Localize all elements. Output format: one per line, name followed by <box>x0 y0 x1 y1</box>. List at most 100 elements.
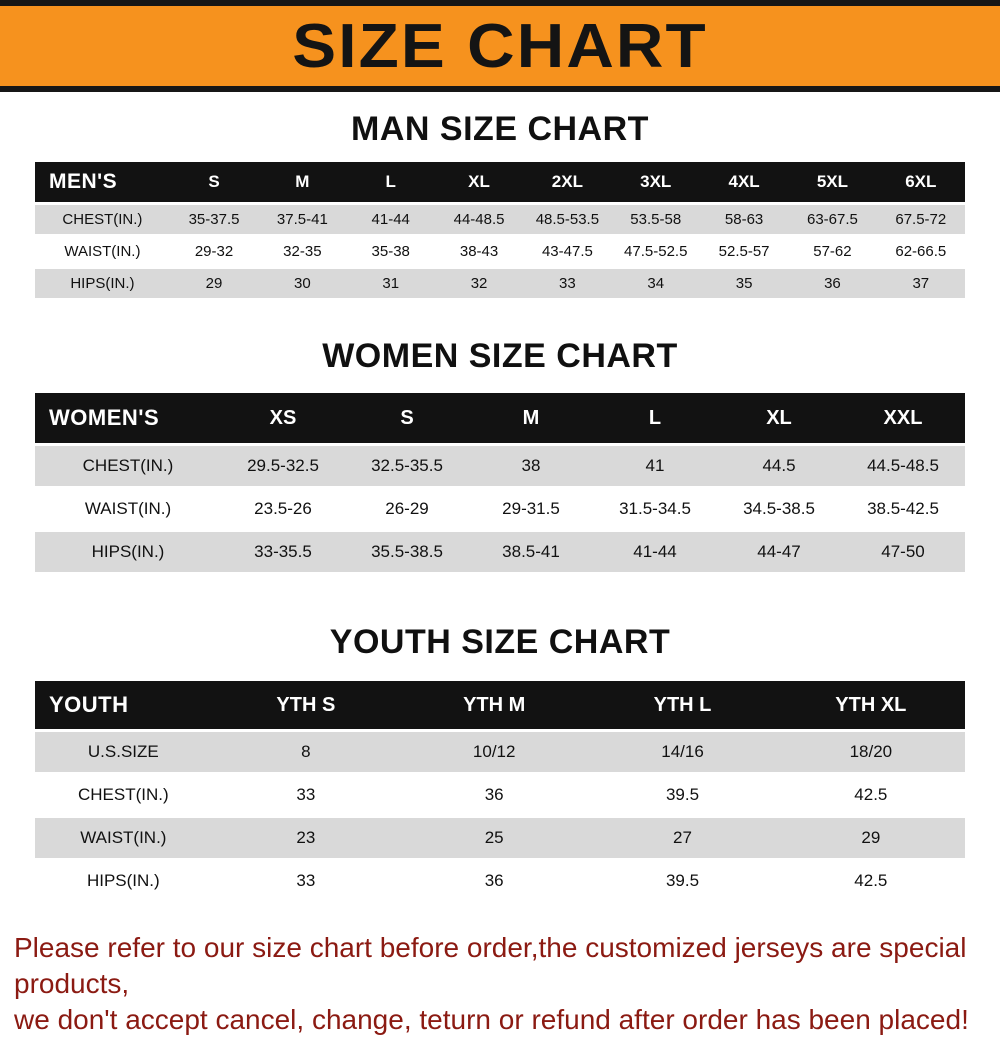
column-header: 2XL <box>523 162 612 202</box>
size-cell: 44-48.5 <box>453 211 505 228</box>
column-header: XXL <box>841 393 965 443</box>
size-cell: 33-35.5 <box>254 542 312 561</box>
row-label: WAIST(IN.) <box>84 499 172 518</box>
size-cell: 26-29 <box>385 499 429 518</box>
size-cell: 41-44 <box>633 542 677 561</box>
size-cell: 43-47.5 <box>541 243 593 260</box>
size-cell: 33 <box>559 275 576 292</box>
man-size-heading: MAN SIZE CHART <box>351 110 649 148</box>
table-label: YOUTH <box>35 681 212 729</box>
table-row: CHEST(IN.) 29.5-32.5 32.5-35.5 38 41 44.5 44.5… <box>35 446 965 486</box>
column-header: XL <box>717 393 841 443</box>
size-cell: 38.5-42.5 <box>867 499 939 518</box>
size-cell: 33 <box>296 785 316 804</box>
row-label: HIPS(IN.) <box>86 871 160 890</box>
column-header: YTH S <box>211 681 401 729</box>
banner: SIZE CHART <box>0 0 1000 92</box>
size-cell: 35-38 <box>371 243 410 260</box>
size-cell: 67.5-72 <box>895 211 947 228</box>
size-cell: 31.5-34.5 <box>619 499 691 518</box>
size-cell: 39.5 <box>665 785 700 804</box>
size-cell: 35 <box>735 275 753 292</box>
table-row: HIPS(IN.) 29 30 31 32 33 34 35 36 37 <box>35 269 965 298</box>
table-label: WOMEN'S <box>35 393 221 443</box>
size-cell: 29 <box>861 828 881 847</box>
size-cell: 10/12 <box>472 742 516 761</box>
column-header: S <box>345 393 469 443</box>
table-row: CHEST(IN.) 35-37.5 37.5-41 41-44 44-48.5 48.5… <box>35 205 965 234</box>
size-cell: 34 <box>647 275 665 292</box>
size-cell: 53.5-58 <box>630 211 682 228</box>
row-label: U.S.SIZE <box>87 742 159 761</box>
size-cell: 33 <box>296 871 316 890</box>
row-label: WAIST(IN.) <box>64 243 141 260</box>
size-cell: 36 <box>484 871 504 890</box>
size-cell: 23 <box>296 828 316 847</box>
column-header: YTH M <box>400 681 589 729</box>
table-row: CHEST(IN.) 33 36 39.5 42.5 <box>35 775 965 815</box>
size-cell: 23.5-26 <box>254 499 312 518</box>
size-cell: 37.5-41 <box>276 211 328 228</box>
row-label: HIPS(IN.) <box>70 275 135 292</box>
column-header: 6XL <box>876 162 965 202</box>
size-cell: 27 <box>673 828 692 847</box>
size-cell: 39.5 <box>665 871 700 890</box>
size-cell: 32.5-35.5 <box>371 456 443 475</box>
column-header: M <box>469 393 593 443</box>
size-cell: 36 <box>484 785 504 804</box>
size-cell: 29-31.5 <box>502 499 560 518</box>
size-cell: 35.5-38.5 <box>371 542 443 561</box>
size-cell: 38-43 <box>459 243 499 260</box>
size-cell: 48.5-53.5 <box>535 211 600 228</box>
table-row: WAIST(IN.) 23 25 27 29 <box>35 818 965 858</box>
size-cell: 42.5 <box>854 785 888 804</box>
size-cell: 41-44 <box>371 211 410 228</box>
column-header: 3XL <box>611 162 700 202</box>
size-cell: 44.5-48.5 <box>867 456 939 475</box>
row-label: CHEST(IN.) <box>62 211 143 228</box>
footer-note: Please refer to our size chart before or… <box>14 930 986 1037</box>
size-cell: 29.5-32.5 <box>247 456 319 475</box>
footer-line-1: Please refer to our size chart before or… <box>14 932 967 999</box>
size-cell: 44-47 <box>757 542 801 561</box>
size-cell: 58-63 <box>724 211 764 228</box>
size-cell: 44.5 <box>762 456 796 475</box>
youth-size-heading: YOUTH SIZE CHART <box>329 623 671 661</box>
size-cell: 32 <box>470 275 488 292</box>
page-title: SIZE CHART <box>292 11 708 81</box>
size-cell: 31 <box>382 275 400 292</box>
size-cell: 63-67.5 <box>806 211 858 228</box>
youth-size-table: YOUTH YTH S YTH M YTH L YTH XL U.S.SIZE 8 10/12… <box>35 678 965 904</box>
size-cell: 57-62 <box>813 243 852 260</box>
size-cell: 8 <box>301 742 311 761</box>
table-row: HIPS(IN.) 33 36 39.5 42.5 <box>35 861 965 901</box>
row-label: CHEST(IN.) <box>78 785 169 804</box>
womens-size-table: WOMEN'S XS S M L XL XXL CHEST(IN.) 29.5-32.5 32.5… <box>35 390 965 575</box>
table-row: U.S.SIZE 8 10/12 14/16 18/20 <box>35 732 965 772</box>
size-cell: 32-35 <box>283 243 322 260</box>
size-cell: 42.5 <box>854 871 888 890</box>
women-size-heading: WOMEN SIZE CHART <box>322 337 678 375</box>
table-row: WAIST(IN.) 23.5-26 26-29 29-31.5 31.5-34.5 34… <box>35 489 965 529</box>
header-row: MEN'S S M L XL 2XL 3XL 4XL 5XL 6XL <box>35 162 965 202</box>
size-cell: 37 <box>912 275 930 292</box>
header-row: YOUTH YTH S YTH M YTH L YTH XL <box>35 681 965 729</box>
size-cell: 29 <box>205 275 223 292</box>
size-cell: 34.5-38.5 <box>743 499 815 518</box>
row-label: CHEST(IN.) <box>82 456 174 475</box>
column-header: XL <box>434 162 524 202</box>
column-header: L <box>346 162 435 202</box>
women-size-section: WOMEN SIZE CHART WOMEN'S XS S M L XL XXL CHEST(… <box>0 337 1000 575</box>
youth-size-section: YOUTH SIZE CHART YOUTH YTH S YTH M YTH L YTH… <box>0 623 1000 904</box>
mens-size-table: MEN'S S M L XL 2XL 3XL 4XL 5XL 6XL CHEST(IN.) 35-37… <box>35 159 965 301</box>
size-cell: 25 <box>484 828 504 847</box>
table-row: HIPS(IN.) 33-35.5 35.5-38.5 38.5-41 41-44 44-… <box>35 532 965 572</box>
size-cell: 29-32 <box>194 243 234 260</box>
size-cell: 35-37.5 <box>188 211 240 228</box>
header-row: WOMEN'S XS S M L XL XXL <box>35 393 965 443</box>
row-label: WAIST(IN.) <box>80 828 167 847</box>
size-cell: 18/20 <box>849 742 893 761</box>
size-cell: 47.5-52.5 <box>624 243 688 260</box>
table-label: MEN'S <box>35 162 170 202</box>
